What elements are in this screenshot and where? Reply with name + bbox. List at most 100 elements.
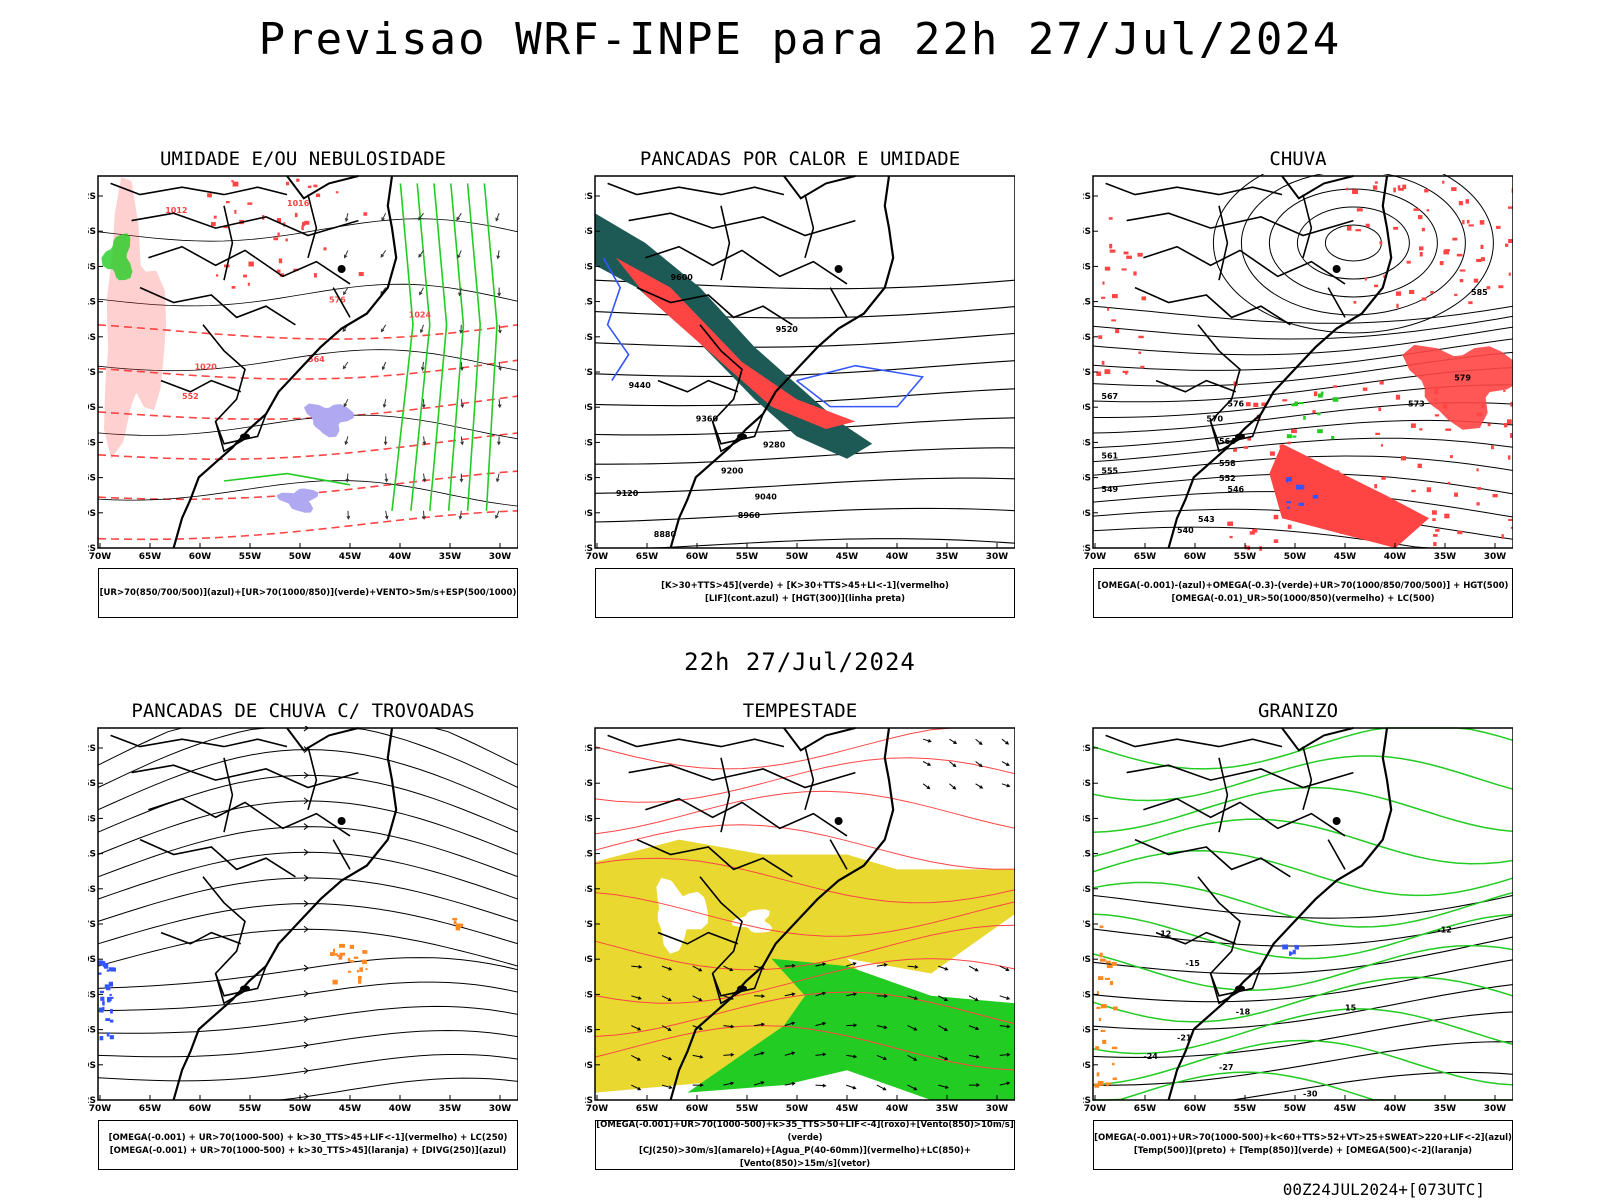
wind-vector	[382, 399, 387, 409]
panel-tempestade: TEMPESTADE 12S 15S 18S 21S 24S 27S 30S 33S 36S 39…	[585, 700, 1015, 1185]
hgt300-contour	[594, 360, 1015, 377]
hgt500-closed-contour	[1268, 188, 1438, 298]
hgt500-contour	[1092, 315, 1513, 340]
temp-label: -27	[1219, 1063, 1233, 1072]
omega-orange-speckle	[1096, 1006, 1101, 1009]
omega-blue-speckle	[1286, 501, 1292, 504]
lat-tick-label: 27S	[585, 920, 593, 930]
temp850-contour	[1092, 881, 1513, 928]
omega-ur-speckle	[1279, 495, 1285, 500]
wind850-vector	[968, 995, 979, 1001]
wind850-vector	[938, 1054, 949, 1061]
omega-ur-speckle	[1447, 481, 1451, 484]
omega-orange-speckle	[1096, 991, 1100, 995]
country-border	[202, 324, 250, 453]
country-border	[148, 245, 351, 285]
panel-granizo: GRANIZO -12 -15 -18 -21 -24 -27 -30 12 15 12S 15S 1…	[1083, 700, 1513, 1185]
coastline-north	[286, 175, 359, 200]
wind850-vector	[938, 1025, 949, 1031]
lon-tick-label: 65W	[636, 1104, 659, 1114]
hgt-label: 9120	[616, 489, 639, 498]
omega-ur-speckle	[1355, 229, 1361, 232]
contour-label: 1016	[287, 199, 310, 208]
divg-speckle	[110, 967, 117, 972]
wind850-vector	[907, 1054, 918, 1061]
omega-blue-speckle	[1299, 484, 1305, 490]
omega-ur-speckle	[1406, 260, 1411, 264]
wind850-vector	[723, 1081, 735, 1086]
lat-tick-label: 15S	[88, 779, 96, 789]
humidity-speckle	[211, 222, 216, 226]
omega-ur-speckle	[1137, 252, 1143, 257]
hgt500-closed-contour	[1324, 224, 1382, 262]
streamline-arrow	[303, 771, 309, 779]
omega-ur-speckle	[1101, 296, 1106, 299]
humidity-speckle	[231, 285, 236, 289]
wind-vector	[343, 398, 349, 408]
country-border	[829, 287, 848, 318]
country-border	[110, 734, 288, 748]
divg-speckle	[99, 1035, 104, 1041]
main-title: Previsao WRF-INPE para 22h 27/Jul/2024	[258, 14, 1342, 65]
wind850-vector	[999, 1052, 1011, 1057]
omega-ur-speckle	[1333, 385, 1337, 388]
hgt-label: 9360	[696, 415, 719, 424]
lc250-streamline	[97, 727, 518, 788]
lif-contour	[796, 364, 925, 408]
divg-speckle	[98, 972, 102, 975]
lat-tick-label: 42S	[1083, 1096, 1091, 1106]
lon-tick-label: 65W	[636, 552, 659, 562]
hgt-label: 9280	[763, 441, 786, 450]
coastline-north	[286, 727, 359, 752]
lat-tick-label: 18S	[88, 814, 96, 824]
omega-ur-speckle	[1372, 185, 1378, 190]
wind850-vector	[631, 1025, 642, 1031]
wind-vector	[497, 399, 502, 409]
hgt300-contour	[594, 332, 1015, 348]
omega-ur-speckle	[1457, 530, 1463, 535]
omega-ur-speckle	[1459, 269, 1466, 272]
lon-tick-label: 40W	[1384, 552, 1407, 562]
omega-ur-speckle	[1458, 201, 1463, 206]
omega-blue-speckle	[1298, 502, 1305, 506]
country-border	[1105, 182, 1283, 196]
humidity-speckle	[207, 193, 212, 198]
omega-ur-speckle	[1379, 380, 1384, 385]
lat-tick-label: 42S	[585, 1096, 593, 1106]
omega-ur-speckle	[1227, 521, 1234, 526]
omega-blue-speckle	[1288, 951, 1292, 956]
panel-title: PANCADAS DE CHUVA C/ TROVOADAS	[131, 700, 475, 722]
omega-ur-speckle	[1434, 414, 1440, 417]
pressure-contour	[97, 480, 518, 507]
lc250-streamline	[97, 727, 518, 766]
hgt-label: 567	[1101, 392, 1118, 401]
hgt-label: 555	[1101, 467, 1118, 476]
lat-tick-label: 33S	[88, 438, 96, 448]
lat-tick-label: 21S	[88, 298, 96, 308]
orange-speckle	[356, 969, 360, 973]
humidity-speckle	[276, 269, 281, 273]
streamline-arrow	[303, 990, 309, 998]
wind850-vector	[784, 1081, 796, 1086]
omega-ur-speckle	[1346, 225, 1352, 231]
wind-vector	[342, 361, 349, 370]
omega-ur-speckle	[1432, 534, 1438, 537]
wind-vector	[346, 510, 351, 520]
lon-tick-label: 40W	[389, 1104, 412, 1114]
humidity-speckle	[243, 274, 247, 278]
hgt300-contour	[594, 306, 1015, 319]
country-border	[699, 324, 747, 453]
wind850-vector	[815, 1021, 827, 1027]
clear-region	[656, 877, 709, 954]
orange-speckle	[349, 944, 355, 949]
wind850-vector	[692, 1054, 704, 1059]
wind850-vector	[754, 994, 766, 998]
temp850-contour	[1092, 755, 1513, 802]
country-border	[110, 182, 288, 196]
omega-ur-speckle	[1442, 404, 1448, 409]
wind850-vector	[661, 1054, 673, 1061]
lat-tick-label: 30S	[1083, 403, 1091, 413]
lon-tick-label: 60W	[686, 1104, 709, 1114]
omega-ur-speckle	[1468, 224, 1474, 227]
lon-tick-label: 45W	[836, 552, 859, 562]
